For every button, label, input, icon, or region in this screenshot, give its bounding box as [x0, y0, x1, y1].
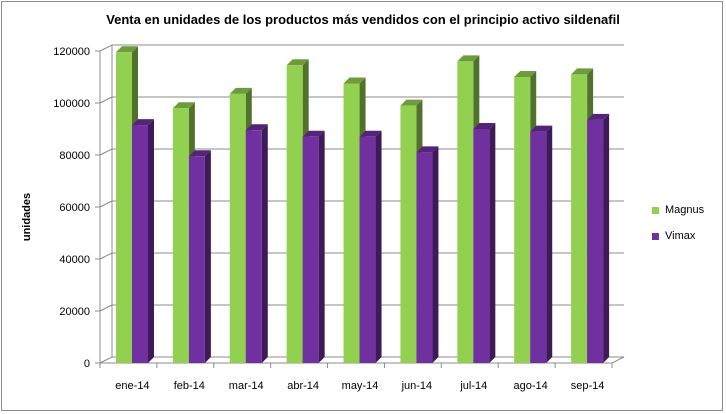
- y-tick-label: 100000: [53, 98, 90, 110]
- x-tick-label: mar-14: [229, 380, 264, 392]
- x-tick-label: abr-14: [287, 380, 319, 392]
- bar-top: [457, 55, 480, 62]
- legend-item-magnus: Magnus: [652, 203, 704, 217]
- bar-top: [514, 71, 537, 77]
- bar-side: [261, 124, 268, 363]
- bar-top: [587, 113, 610, 120]
- gridline: [99, 200, 624, 208]
- x-tick-label: ago-14: [514, 380, 548, 392]
- legend-label-vimax: Vimax: [665, 230, 696, 242]
- legend-swatch-magnus: [652, 206, 659, 214]
- bar-side: [432, 146, 439, 363]
- bar-top: [473, 123, 496, 129]
- gridline: [99, 252, 624, 260]
- x-tick-label: jun-14: [401, 380, 433, 392]
- bar-vimax-may-14: [359, 130, 382, 363]
- bar-front: [530, 131, 547, 363]
- bar-front: [400, 105, 417, 363]
- y-tick-label: 60000: [59, 202, 90, 214]
- bar-front: [359, 136, 376, 363]
- x-tick-label: jul-14: [459, 380, 487, 392]
- bar-side: [546, 125, 553, 363]
- bar-top: [400, 99, 423, 106]
- bar-vimax-feb-14: [188, 150, 211, 363]
- bar-top: [571, 68, 594, 75]
- bar-vimax-mar-14: [245, 124, 268, 363]
- bar-front: [245, 130, 262, 363]
- bar-side: [375, 130, 382, 363]
- bar-top: [245, 124, 268, 131]
- bar-top: [416, 146, 439, 153]
- bar-front: [571, 74, 588, 364]
- bar-side: [204, 150, 211, 363]
- bar-front: [302, 136, 319, 363]
- bar-front: [587, 119, 604, 364]
- legend-swatch-vimax: [652, 232, 659, 240]
- bar-vimax-ene-14: [132, 119, 154, 363]
- bar-top: [172, 102, 195, 109]
- y-tick-label: 120000: [53, 46, 90, 58]
- legend-label-magnus: Magnus: [665, 204, 705, 216]
- gridline: [99, 148, 624, 156]
- bar-front: [473, 129, 490, 363]
- bar-front: [116, 52, 132, 364]
- bar-front: [514, 77, 531, 363]
- bar-top: [116, 46, 138, 53]
- y-tick-label: 80000: [59, 150, 90, 162]
- bar-front: [229, 93, 246, 364]
- legend-item-vimax: Vimax: [652, 229, 704, 243]
- y-tick-label: 20000: [59, 306, 90, 318]
- bar-vimax-sep-14: [587, 113, 610, 364]
- bar-front: [457, 61, 474, 364]
- bar-top: [302, 130, 325, 137]
- bar-side: [489, 123, 496, 363]
- x-tick-label: ene-14: [115, 380, 149, 392]
- bar-front: [172, 108, 189, 363]
- bar-vimax-jul-14: [473, 123, 496, 363]
- bar-vimax-abr-14: [302, 130, 325, 363]
- bar-front: [188, 156, 205, 363]
- bar-top: [132, 119, 154, 126]
- bar-side: [603, 113, 610, 364]
- chart-legend: Magnus Vimax: [652, 203, 704, 255]
- bar-top: [359, 130, 382, 137]
- x-tick-label: sep-14: [571, 380, 605, 392]
- gridline: [99, 96, 624, 104]
- gridline: [99, 304, 624, 312]
- bar-front: [286, 65, 303, 364]
- bar-top: [188, 150, 211, 157]
- bar-front: [343, 83, 360, 363]
- bar-vimax-jun-14: [416, 146, 439, 363]
- bar-front: [132, 125, 148, 363]
- bar-top: [343, 77, 366, 84]
- bar-vimax-ago-14: [530, 125, 553, 363]
- bar-front: [416, 152, 433, 363]
- bar-side: [318, 130, 325, 363]
- y-tick-label: 40000: [59, 254, 90, 266]
- x-tick-label: feb-14: [174, 380, 205, 392]
- bar-top: [530, 125, 553, 132]
- bar-top: [286, 59, 309, 66]
- bar-top: [229, 87, 252, 94]
- bar-side: [148, 119, 154, 363]
- gridline: [99, 44, 624, 52]
- x-tick-label: may-14: [342, 380, 379, 392]
- chart-title: Venta en unidades de los productos más v…: [106, 12, 620, 27]
- y-tick-label: 0: [84, 358, 90, 370]
